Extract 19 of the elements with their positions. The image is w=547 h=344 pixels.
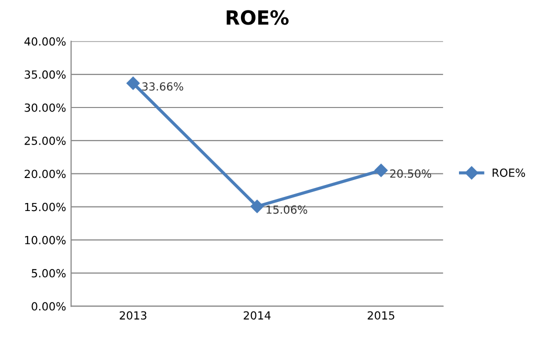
point [250,200,264,214]
y-tick-label: 20.00% [24,170,66,178]
y-tick-label: 40.00% [24,37,66,46]
x-tick-label: 2013 [120,311,146,320]
data-label: 33.66% [142,82,184,91]
y-tick-label: 35.00% [24,70,66,79]
y-tick-label: 15.00% [25,202,66,212]
y-tick-label: 30.00% [24,103,66,112]
chart-title: ROE% [226,10,289,25]
y-tick-label: 10.00% [25,236,66,244]
y-tick-label: 25.00% [24,136,66,145]
point [374,164,388,177]
legend-label: ROE% [492,168,526,177]
y-tick-label: 5.00% [32,269,66,278]
x-tick-label: 2014 [244,311,271,320]
point [126,76,140,90]
x-tick-label: 2015 [368,311,394,320]
data-label: 15.06% [266,205,308,214]
y-tick-label: 0.00% [32,302,66,311]
